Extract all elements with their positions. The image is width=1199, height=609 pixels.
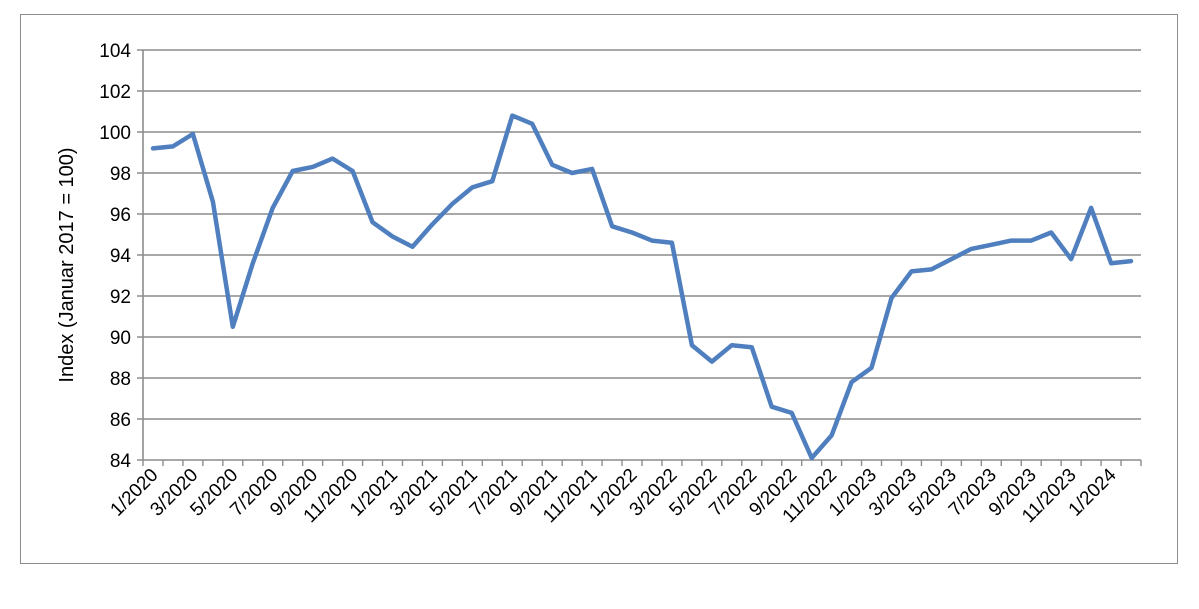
- y-tick-label: 94: [110, 246, 132, 267]
- y-tick-label: 100: [99, 123, 131, 144]
- gridlines: [143, 49, 1141, 420]
- y-tick-label: 102: [99, 82, 131, 103]
- y-tick-label: 104: [99, 41, 131, 62]
- line-chart: 84 86 88 90 92 94 96 98 100 102 104 1/20203/20205/…: [56, 41, 1142, 527]
- y-axis-label: Index (Januar 2017 = 100): [56, 147, 78, 382]
- chart-frame: 84 86 88 90 92 94 96 98 100 102 104 1/2020 3/2020 5/…: [20, 14, 1178, 564]
- y-tick-labels: 84 86 88 90 92 94 96 98 100 102 104: [99, 41, 131, 472]
- y-tick-label: 90: [110, 328, 131, 349]
- y-tick-label: 88: [110, 369, 131, 390]
- y-tick-label: 86: [110, 410, 131, 431]
- y-tick-label: 84: [110, 451, 132, 472]
- y-tick-label: 92: [110, 287, 131, 308]
- series-line: [150, 113, 1134, 461]
- y-tick-label: 96: [110, 205, 131, 226]
- axes: [137, 49, 1142, 466]
- x-tick-labels: 1/20203/20205/20207/20209/202011/20201/2…: [107, 464, 1121, 527]
- series-layer: [150, 113, 1134, 461]
- y-tick-label: 98: [110, 164, 131, 185]
